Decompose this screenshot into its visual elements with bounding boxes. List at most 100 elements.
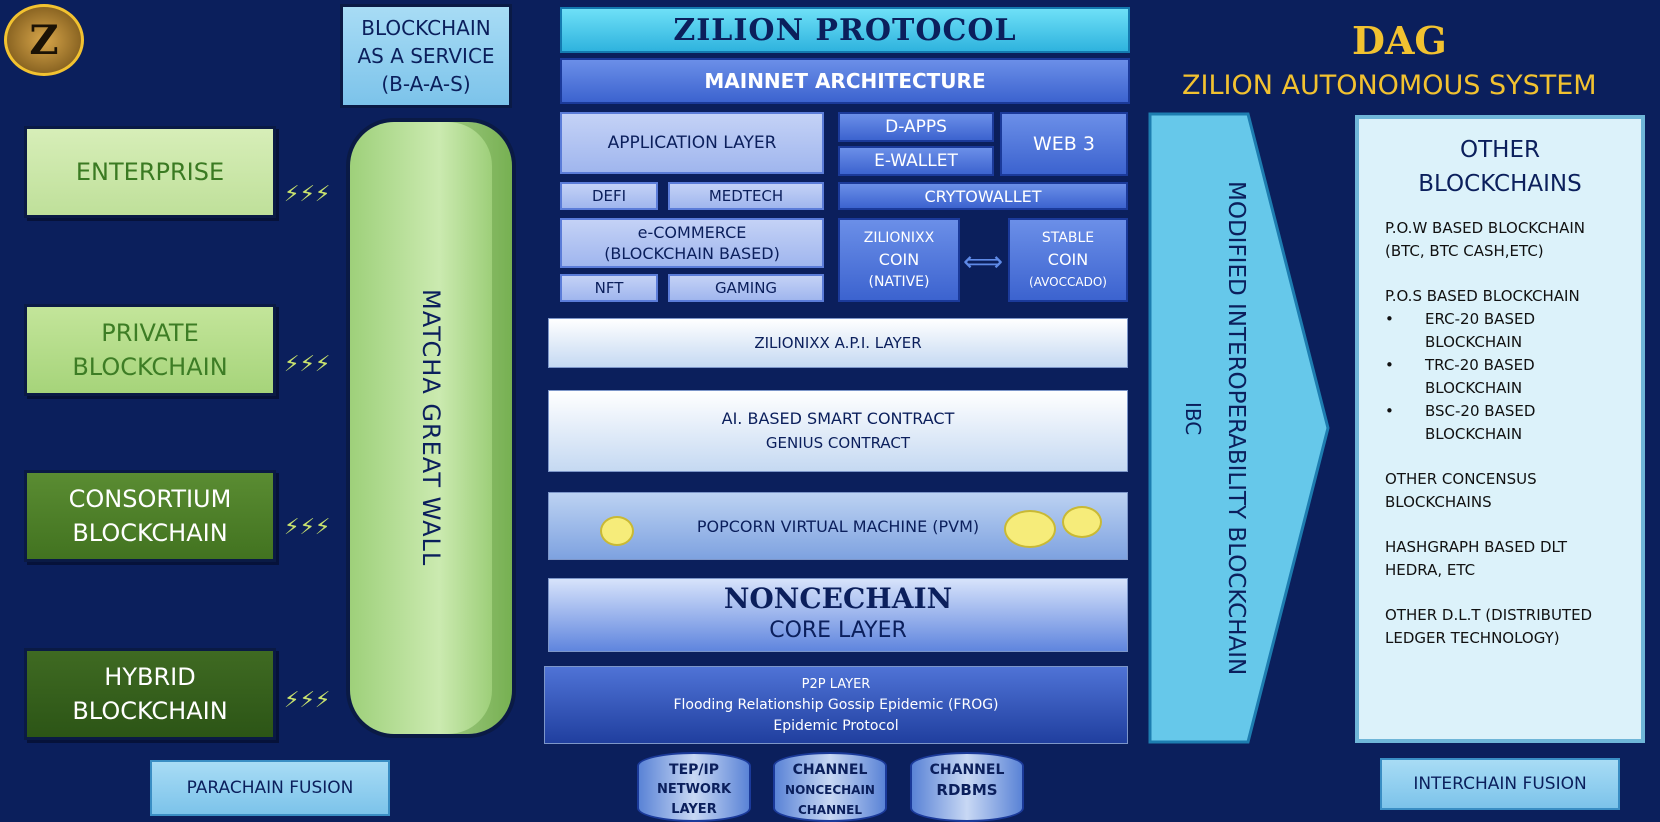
dlt-line1: OTHER D.L.T (DISTRIBUTED xyxy=(1385,606,1593,624)
zilionixx-line1: ZILIONIXX xyxy=(863,230,935,246)
web3-label: WEB 3 xyxy=(1033,133,1095,155)
d-apps-box: D-APPS xyxy=(838,112,994,142)
popcorn-icon xyxy=(1004,510,1056,548)
baas-box: BLOCKCHAIN AS A SERVICE (B-A-A-S) xyxy=(340,4,512,108)
application-layer-box: APPLICATION LAYER xyxy=(560,112,824,174)
private-blockchain-label: PRIVATE BLOCKCHAIN xyxy=(72,319,228,381)
cylinder-1-line3: LAYER xyxy=(671,802,717,817)
application-layer-label: APPLICATION LAYER xyxy=(607,133,777,153)
consortium-blockchain-box: CONSORTIUM BLOCKCHAIN xyxy=(24,470,276,562)
hybrid-blockchain-box: HYBRID BLOCKCHAIN xyxy=(24,648,276,740)
nft-box: NFT xyxy=(560,274,658,302)
smart-contract-line1: AI. BASED SMART CONTRACT xyxy=(721,409,955,428)
ibc-arrow xyxy=(1148,112,1330,744)
p2p-title: P2P LAYER xyxy=(801,676,871,692)
mainnet-architecture-banner: MAINNET ARCHITECTURE xyxy=(560,58,1130,104)
crytowallet-box: CRYTOWALLET xyxy=(838,182,1128,210)
cylinder-1-line2: NETWORK xyxy=(656,782,732,797)
api-layer-label: ZILIONIXX A.P.I. LAYER xyxy=(754,334,922,352)
cylinder-2-line2: NONCECHAIN xyxy=(785,783,875,797)
dlt-line2: LEDGER TECHNOLOGY) xyxy=(1385,629,1560,647)
hashgraph-line1: HASHGRAPH BASED DLT xyxy=(1385,538,1568,556)
cylinder-2-line3: CHANNEL xyxy=(797,803,863,817)
zilion-protocol-title: ZILION PROTOCOL xyxy=(673,12,1017,48)
zilionixx-coin-box: ZILIONIXX COIN (NATIVE) xyxy=(838,218,960,302)
nft-label: NFT xyxy=(594,279,624,297)
p2p-line2: Epidemic Protocol xyxy=(773,717,899,734)
pow-line1: P.O.W BASED BLOCKCHAIN xyxy=(1385,219,1585,237)
bullet-item: • BSC-20 BASED BLOCKCHAIN xyxy=(1385,400,1641,446)
lightning-arrow-icon: ⚡⚡⚡ xyxy=(284,182,331,207)
smart-contract-line2: GENIUS CONTRACT xyxy=(765,434,911,452)
hybrid-blockchain-label: HYBRID BLOCKCHAIN xyxy=(72,663,228,725)
bullet-icon: • xyxy=(1385,356,1394,374)
baas-label: BLOCKCHAIN AS A SERVICE (B-A-A-S) xyxy=(357,16,495,96)
cylinder-1-line1: TEP/IP xyxy=(669,762,719,778)
gaming-label: GAMING xyxy=(714,279,778,297)
ecommerce-box: e-COMMERCE (BLOCKCHAIN BASED) xyxy=(560,218,824,268)
lightning-arrow-icon: ⚡⚡⚡ xyxy=(284,688,331,713)
lightning-arrow-icon: ⚡⚡⚡ xyxy=(284,515,331,540)
pvm-label: POPCORN VIRTUAL MACHINE (PVM) xyxy=(696,516,980,536)
cylinder-3-line3: RDBMS xyxy=(936,781,998,799)
stable-line2: COIN xyxy=(1047,250,1089,269)
rdbms-channel-cylinder: CHANNEL RDBMS xyxy=(910,752,1024,822)
other-title-line2: BLOCKCHAINS xyxy=(1418,171,1582,197)
medtech-box: MEDTECH xyxy=(668,182,824,210)
noncechain-box: NONCECHAIN CORE LAYER xyxy=(548,578,1128,652)
defi-box: DEFI xyxy=(560,182,658,210)
crytowallet-label: CRYTOWALLET xyxy=(924,186,1042,206)
consensus-line1: OTHER CONCENSUS xyxy=(1385,470,1537,488)
popcorn-icon xyxy=(1062,506,1102,538)
zilionixx-line2: COIN xyxy=(878,250,920,269)
zilionixx-line3: (NATIVE) xyxy=(868,274,930,290)
api-layer-box: ZILIONIXX A.P.I. LAYER xyxy=(548,318,1128,368)
zilion-protocol-banner: ZILION PROTOCOL xyxy=(560,7,1130,53)
noncechain-subtitle: CORE LAYER xyxy=(769,618,907,643)
consensus-line2: BLOCKCHAINS xyxy=(1385,493,1492,511)
stable-coin-box: STABLE COIN (AVOCCADO) xyxy=(1008,218,1128,302)
other-blockchains-panel: OTHER BLOCKCHAINS P.O.W BASED BLOCKCHAIN… xyxy=(1355,115,1645,743)
gaming-box: GAMING xyxy=(668,274,824,302)
enterprise-label: ENTERPRISE xyxy=(75,158,225,186)
p2p-line1: Flooding Relationship Gossip Epidemic (F… xyxy=(673,696,999,713)
bullet-icon: • xyxy=(1385,402,1394,420)
bullet-icon: • xyxy=(1385,310,1394,328)
parachain-fusion-label: PARACHAIN FUSION xyxy=(186,778,354,798)
defi-label: DEFI xyxy=(591,187,627,205)
logo-text: Z xyxy=(29,16,59,64)
stable-line1: STABLE xyxy=(1041,230,1095,246)
dag-subtitle: ZILION AUTONOMOUS SYSTEM xyxy=(1182,70,1597,101)
stable-line3: (AVOCCADO) xyxy=(1029,275,1107,289)
noncechain-title: NONCECHAIN xyxy=(723,582,953,615)
great-wall-label: MATCHA GREAT WALL xyxy=(417,289,445,567)
parachain-fusion-box: PARACHAIN FUSION xyxy=(150,760,390,816)
mainnet-title: MAINNET ARCHITECTURE xyxy=(704,69,986,93)
interchain-fusion-label: INTERCHAIN FUSION xyxy=(1413,774,1587,794)
lightning-arrow-icon: ⚡⚡⚡ xyxy=(284,352,331,377)
interchain-fusion-box: INTERCHAIN FUSION xyxy=(1380,758,1620,810)
other-title-line1: OTHER xyxy=(1460,137,1540,163)
popcorn-icon xyxy=(600,516,634,546)
e-wallet-box: E-WALLET xyxy=(838,146,994,176)
dag-title: DAG xyxy=(1352,18,1447,63)
pos-title: P.O.S BASED BLOCKCHAIN xyxy=(1385,287,1580,305)
web3-box: WEB 3 xyxy=(1000,112,1128,176)
private-blockchain-box: PRIVATE BLOCKCHAIN xyxy=(24,304,276,396)
p2p-layer-box: P2P LAYER Flooding Relationship Gossip E… xyxy=(544,666,1128,744)
hashgraph-line2: HEDRA, ETC xyxy=(1385,561,1476,579)
ibc-label-area: MODIFIED INTEROPERABILITY BLOCKCHAIN IBC xyxy=(1160,112,1270,744)
enterprise-box: ENTERPRISE xyxy=(24,126,276,218)
zilion-logo: Z xyxy=(4,4,84,76)
swap-arrow-icon: ⟺ xyxy=(962,244,1004,278)
bullet-item: • ERC-20 BASED BLOCKCHAIN xyxy=(1385,308,1641,354)
ibc-line2: IBC xyxy=(1181,402,1205,436)
pow-line2: (BTC, BTC CASH,ETC) xyxy=(1385,242,1544,260)
matcha-great-wall: MATCHA GREAT WALL xyxy=(346,118,516,738)
cylinder-2-line1: CHANNEL xyxy=(792,762,868,778)
e-wallet-label: E-WALLET xyxy=(874,151,958,171)
medtech-label: MEDTECH xyxy=(708,187,784,205)
tcp-ip-network-cylinder: TEP/IP NETWORK LAYER xyxy=(637,752,751,822)
consortium-blockchain-label: CONSORTIUM BLOCKCHAIN xyxy=(68,485,232,547)
smart-contract-box: AI. BASED SMART CONTRACT GENIUS CONTRACT xyxy=(548,390,1128,472)
